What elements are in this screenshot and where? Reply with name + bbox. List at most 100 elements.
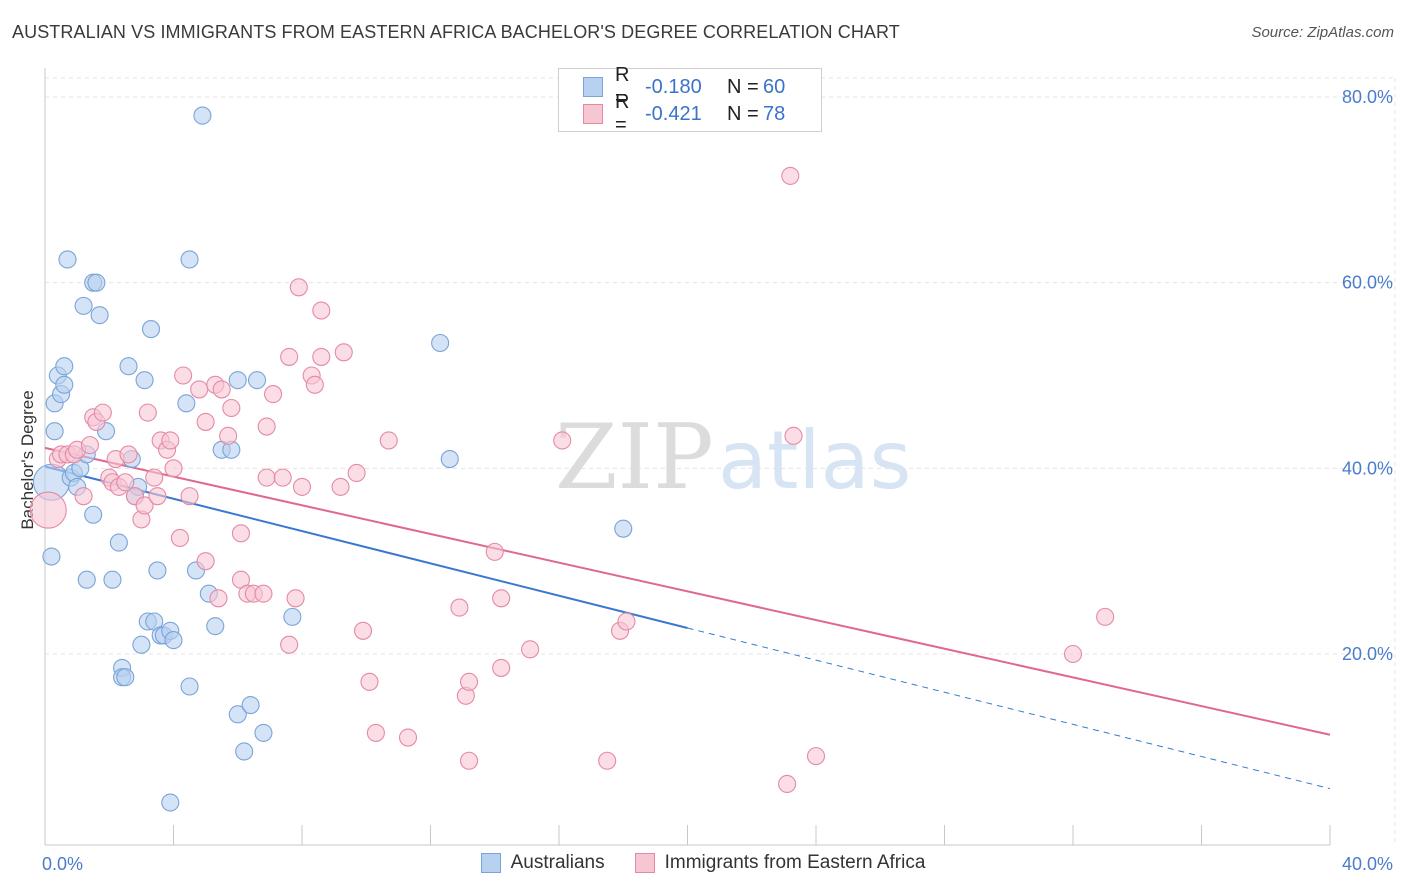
legend-row-australians: R = -0.180 N = 60	[583, 64, 785, 109]
point-immigrants	[331, 477, 350, 496]
legend-swatch-blue	[583, 77, 603, 97]
point-immigrants	[135, 496, 154, 515]
point-australians	[177, 394, 196, 413]
point-immigrants	[231, 524, 251, 543]
point-immigrants	[305, 375, 324, 394]
point-immigrants	[257, 417, 276, 436]
point-immigrants	[264, 385, 283, 404]
point-australians	[241, 696, 260, 715]
legend-label: Immigrants from Eastern Africa	[664, 852, 926, 873]
point-australians	[228, 371, 247, 390]
point-immigrants	[366, 723, 385, 742]
point-australians	[141, 320, 161, 339]
point-immigrants	[312, 301, 331, 320]
legend-r-label: R =	[615, 64, 630, 109]
point-immigrants	[209, 589, 228, 608]
point-australians	[84, 505, 103, 524]
legend-item-immigrants[interactable]: Immigrants from Eastern Africa	[634, 852, 926, 874]
y-tick-label: 40.0%	[1342, 458, 1393, 478]
point-australians	[164, 631, 183, 650]
point-immigrants	[280, 635, 299, 654]
point-australians	[74, 296, 93, 315]
y-tick-label: 20.0%	[1342, 644, 1393, 664]
point-immigrants	[180, 487, 199, 506]
data-points	[29, 106, 1115, 812]
point-immigrants	[485, 542, 504, 561]
x-tick-label: 0.0%	[42, 854, 83, 874]
legend-r-label: R =	[615, 91, 630, 136]
point-immigrants	[459, 672, 479, 691]
point-immigrants	[492, 589, 511, 608]
x-tick-label: 40.0%	[1342, 854, 1393, 874]
point-immigrants	[116, 473, 135, 492]
point-immigrants	[254, 584, 273, 603]
legend-swatch-pink	[634, 853, 655, 873]
point-australians	[109, 533, 128, 552]
point-immigrants	[119, 445, 138, 464]
point-immigrants	[80, 436, 100, 455]
point-immigrants	[29, 491, 67, 529]
point-australians	[90, 306, 109, 325]
point-australians	[247, 371, 267, 390]
point-immigrants	[617, 612, 636, 631]
point-australians	[440, 449, 459, 469]
point-australians	[119, 357, 138, 376]
point-immigrants	[93, 403, 112, 422]
legend-item-australians[interactable]: Australians	[480, 852, 605, 874]
tick-labels: 20.0% 40.0% 60.0% 80.0% 0.0% 40.0%	[42, 87, 1393, 874]
point-australians	[55, 357, 74, 376]
point-immigrants	[553, 431, 572, 450]
point-immigrants	[1096, 607, 1115, 626]
point-immigrants	[598, 751, 617, 770]
legend-r-value: -0.180	[645, 75, 702, 98]
stats-legend: R = -0.180 N = 60 R = -0.421 N = 78	[558, 64, 822, 136]
point-immigrants	[190, 380, 209, 399]
point-immigrants	[360, 672, 379, 691]
point-immigrants	[778, 774, 797, 794]
point-immigrants	[286, 589, 305, 608]
point-immigrants	[145, 468, 164, 487]
point-immigrants	[521, 640, 540, 659]
point-australians	[180, 250, 199, 269]
point-australians	[193, 106, 212, 125]
point-australians	[254, 723, 273, 742]
point-australians	[55, 375, 74, 394]
source-credit: Source: ZipAtlas.com	[1251, 24, 1394, 41]
point-immigrants	[74, 487, 93, 506]
y-tick-label: 80.0%	[1342, 87, 1393, 107]
trend-line-australians-extension	[687, 627, 1331, 790]
point-australians	[235, 742, 254, 761]
point-australians	[614, 519, 633, 538]
point-immigrants	[170, 528, 189, 548]
point-immigrants	[219, 426, 238, 445]
point-australians	[135, 371, 154, 390]
point-australians	[45, 422, 64, 441]
point-immigrants	[280, 347, 299, 366]
point-immigrants	[353, 621, 373, 640]
point-australians	[77, 570, 96, 589]
series-legend: Australians Immigrants from Eastern Afri…	[0, 852, 1406, 874]
point-immigrants	[196, 552, 215, 571]
legend-n-value: 78	[763, 102, 786, 125]
legend-swatch-blue	[480, 853, 501, 873]
watermark-atlas: atlas	[718, 414, 911, 507]
legend-label: Australians	[510, 852, 605, 873]
point-immigrants	[174, 366, 193, 385]
point-immigrants	[450, 598, 469, 617]
point-australians	[58, 250, 77, 269]
point-immigrants	[492, 658, 511, 677]
point-immigrants	[257, 468, 276, 487]
trend-line-immigrants	[44, 446, 1331, 736]
point-immigrants	[806, 747, 826, 766]
point-australians	[148, 561, 167, 580]
point-immigrants	[312, 347, 331, 366]
point-australians	[42, 547, 61, 566]
point-immigrants	[347, 463, 366, 483]
point-immigrants	[1063, 644, 1083, 664]
legend-swatch-pink	[583, 104, 603, 124]
point-immigrants	[781, 166, 800, 185]
point-immigrants	[398, 728, 418, 747]
point-australians	[161, 793, 180, 812]
point-immigrants	[222, 398, 241, 418]
